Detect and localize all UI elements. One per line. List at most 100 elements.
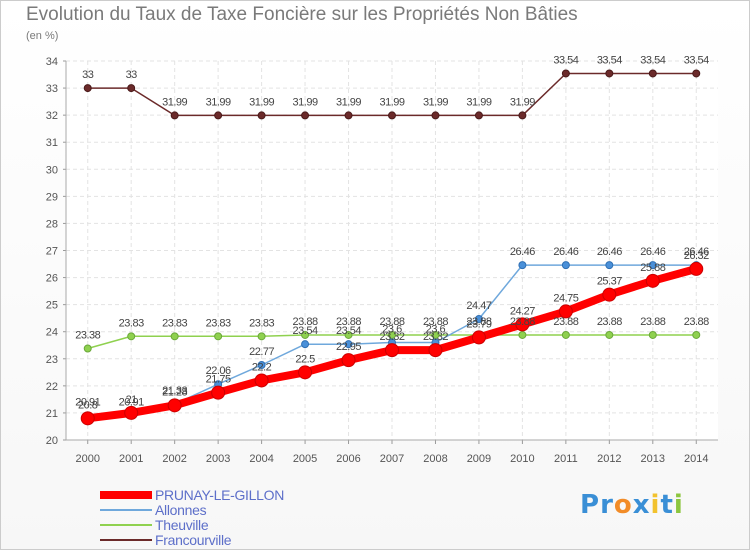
data-point-allonnes xyxy=(518,261,527,270)
logo-letter: o xyxy=(613,490,633,520)
data-point-francourville xyxy=(474,111,483,120)
data-label-francourville: 31.99 xyxy=(379,96,404,108)
logo-letter: i xyxy=(673,490,684,520)
data-label-francourville: 31.99 xyxy=(423,96,448,108)
data-point-francourville xyxy=(431,111,440,120)
data-point-prunay xyxy=(341,353,356,368)
data-label-francourville: 31.99 xyxy=(206,96,231,108)
data-label-theuville: 23.88 xyxy=(597,316,622,328)
data-point-theuville xyxy=(301,330,310,339)
data-point-theuville xyxy=(170,332,179,341)
data-point-theuville xyxy=(214,332,223,341)
data-label-prunay: 21.75 xyxy=(206,374,231,386)
data-label-theuville: 23.38 xyxy=(75,329,100,341)
data-point-prunay xyxy=(80,411,95,426)
data-point-francourville xyxy=(648,69,657,78)
data-label-allonnes: 26.46 xyxy=(684,246,709,258)
data-point-allonnes xyxy=(344,340,353,349)
data-label-francourville: 33.54 xyxy=(553,54,578,66)
data-point-francourville xyxy=(344,111,353,120)
logo-letter: i xyxy=(650,490,661,520)
data-point-theuville xyxy=(518,330,527,339)
data-label-allonnes: 22.06 xyxy=(206,365,231,377)
data-point-prunay xyxy=(211,385,226,400)
y-tick-label: 27 xyxy=(46,246,58,258)
data-label-prunay: 21.28 xyxy=(162,386,187,398)
data-label-prunay: 25.88 xyxy=(640,262,665,274)
data-label-theuville: 23.88 xyxy=(423,316,448,328)
data-point-francourville xyxy=(561,69,570,78)
x-tick-label: 2000 xyxy=(75,453,99,465)
data-point-allonnes xyxy=(561,261,570,270)
data-point-prunay xyxy=(298,365,313,380)
logo-letter: x xyxy=(632,490,651,520)
data-label-allonnes: 23.54 xyxy=(293,325,318,337)
data-point-theuville xyxy=(605,330,614,339)
data-label-allonnes: 24.47 xyxy=(466,300,491,312)
data-point-theuville xyxy=(692,330,701,339)
data-point-prunay xyxy=(689,261,704,276)
data-label-allonnes: 26.46 xyxy=(553,246,578,258)
data-label-prunay: 24.75 xyxy=(553,292,578,304)
legend-label-francourville: Francourville xyxy=(155,531,232,548)
data-label-allonnes: 21.33 xyxy=(162,385,187,397)
y-tick-label: 29 xyxy=(46,191,58,203)
y-tick-label: 23 xyxy=(46,354,58,366)
logo-letter: r xyxy=(600,490,614,520)
data-point-francourville xyxy=(518,111,527,120)
y-tick-label: 28 xyxy=(46,218,58,230)
data-label-prunay: 20.8 xyxy=(78,399,98,411)
data-point-theuville xyxy=(561,330,570,339)
x-tick-label: 2006 xyxy=(336,453,360,465)
y-tick-label: 33 xyxy=(46,83,58,95)
y-tick-label: 31 xyxy=(46,137,58,149)
legend-swatch-theuville xyxy=(100,523,152,526)
x-tick-label: 2009 xyxy=(467,453,491,465)
data-label-theuville: 23.88 xyxy=(293,316,318,328)
data-label-prunay: 21 xyxy=(126,394,138,406)
data-point-theuville xyxy=(127,332,136,341)
data-point-allonnes xyxy=(648,261,657,270)
data-label-francourville: 31.99 xyxy=(466,96,491,108)
legend-swatch-francourville xyxy=(100,538,152,541)
data-label-allonnes: 23.54 xyxy=(336,325,361,337)
data-point-prunay xyxy=(124,405,139,420)
data-label-francourville: 33.54 xyxy=(640,54,665,66)
data-label-theuville: 23.88 xyxy=(466,316,491,328)
data-label-theuville: 23.88 xyxy=(553,316,578,328)
x-tick-label: 2012 xyxy=(597,453,621,465)
data-point-theuville xyxy=(431,330,440,339)
data-label-prunay: 25.37 xyxy=(597,276,622,288)
data-point-prunay xyxy=(428,343,443,358)
data-point-theuville xyxy=(388,330,396,339)
y-tick-label: 22 xyxy=(46,381,58,393)
data-label-theuville: 23.83 xyxy=(206,317,231,329)
data-point-francourville xyxy=(257,111,266,120)
y-tick-label: 24 xyxy=(46,327,58,339)
data-label-theuville: 23.88 xyxy=(684,316,709,328)
data-label-prunay: 23.79 xyxy=(466,318,491,330)
data-point-prunay xyxy=(602,287,617,302)
logo-letter: P xyxy=(580,490,601,520)
data-label-prunay: 26.32 xyxy=(684,250,709,262)
y-tick-label: 26 xyxy=(46,273,58,285)
data-label-prunay: 22.2 xyxy=(252,361,272,373)
x-tick-label: 2014 xyxy=(684,453,708,465)
x-tick-label: 2013 xyxy=(641,453,665,465)
y-tick-label: 20 xyxy=(46,435,58,447)
data-label-francourville: 31.99 xyxy=(293,96,318,108)
data-label-francourville: 33 xyxy=(126,69,138,81)
data-label-theuville: 23.83 xyxy=(119,317,144,329)
proxiti-logo: Proxiti xyxy=(580,490,684,520)
legend-item-francourville: Francourville xyxy=(100,531,232,548)
y-tick-label: 30 xyxy=(46,164,58,176)
x-tick-label: 2004 xyxy=(249,453,273,465)
data-label-francourville: 33.54 xyxy=(684,54,709,66)
data-point-francourville xyxy=(605,69,614,78)
data-label-francourville: 31.99 xyxy=(510,96,535,108)
y-tick-label: 21 xyxy=(46,408,58,420)
data-point-prunay xyxy=(471,330,486,345)
legend-swatch-allonnes xyxy=(100,508,152,511)
data-point-francourville xyxy=(214,111,223,120)
